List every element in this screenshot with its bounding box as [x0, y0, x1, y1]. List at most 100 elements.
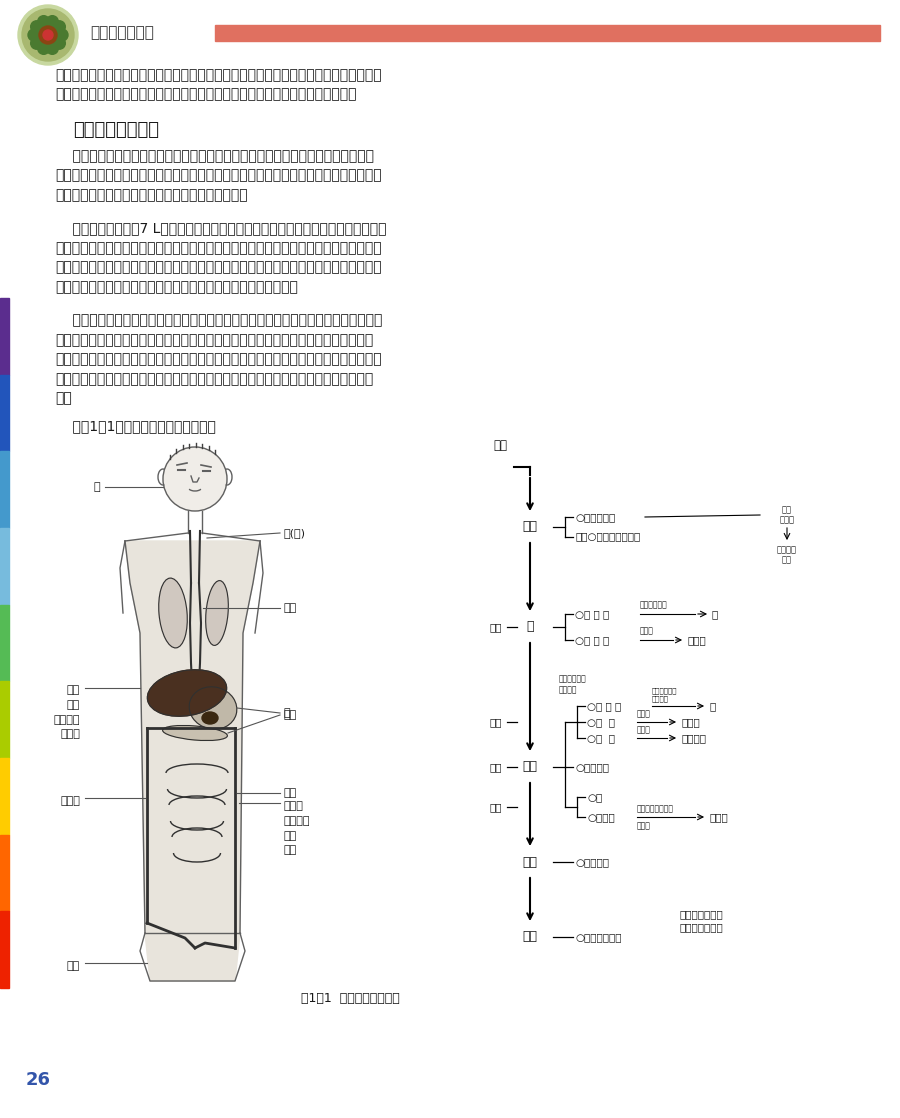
Text: 唾液
淀粉酶: 唾液 淀粉酶 — [779, 505, 795, 524]
Text: 麦芽糖酶、乳糖酶: 麦芽糖酶、乳糖酶 — [637, 804, 674, 813]
Text: 咽(喉): 咽(喉) — [283, 528, 305, 538]
Bar — [507, 614, 553, 639]
Text: 食物中的营养物质被消化吸收进入血液后，随血液首先到达肝脏，这些营养物质一部: 食物中的营养物质被消化吸收进入血液后，随血液首先到达肝脏，这些营养物质一部 — [55, 313, 382, 328]
Bar — [0, 528, 9, 605]
Text: 脂肪酶: 脂肪酶 — [637, 724, 651, 735]
Ellipse shape — [202, 712, 218, 724]
Text: 阑尾: 阑尾 — [67, 961, 80, 972]
Text: 胨: 胨 — [712, 609, 718, 619]
Circle shape — [163, 447, 227, 511]
Text: 外。: 外。 — [55, 391, 72, 406]
Text: 成年人每天可分泌7 L的消化液（如唾液、胃液、胆汁、胰液和肠液），这些消化液: 成年人每天可分泌7 L的消化液（如唾液、胃液、胆汁、胰液和肠液），这些消化液 — [55, 221, 386, 236]
Text: 胃: 胃 — [526, 620, 534, 634]
Circle shape — [56, 29, 68, 41]
Text: ○脂  肪: ○脂 肪 — [587, 733, 615, 743]
Text: 胰腺: 胰腺 — [283, 710, 296, 720]
Bar — [507, 923, 553, 950]
Bar — [0, 911, 9, 988]
Circle shape — [38, 16, 50, 28]
Text: ○未消化的食物: ○未消化的食物 — [575, 932, 622, 942]
Text: 收。因此，有些人对食物有过敏反应，可能是由于某些蛋白质被直接吸收引起的。: 收。因此，有些人对食物有过敏反应，可能是由于某些蛋白质被直接吸收引起的。 — [55, 87, 356, 102]
Bar — [0, 375, 9, 452]
Text: ○脂肪乳化: ○脂肪乳化 — [575, 762, 609, 773]
Text: 酸和胃蛋白酶: 酸和胃蛋白酶 — [640, 600, 668, 609]
Text: 乳凝块: 乳凝块 — [687, 635, 706, 645]
Text: 肝脏
胆囊
十二指肠
横结肠: 肝脏 胆囊 十二指肠 横结肠 — [53, 685, 80, 739]
Text: 升结肠: 升结肠 — [60, 796, 80, 806]
Text: 谢和酸碱平衡的严重紊乱。这样有时会出现危及生命的严重后果。: 谢和酸碱平衡的严重紊乱。这样有时会出现危及生命的严重后果。 — [55, 280, 298, 294]
Circle shape — [53, 21, 66, 32]
Bar — [486, 459, 514, 475]
Bar — [507, 849, 553, 875]
Text: 食物: 食物 — [493, 439, 507, 452]
Text: 胨: 胨 — [709, 701, 716, 711]
Text: 单糖类: 单糖类 — [709, 812, 728, 822]
Text: 分暂时贮存于肝脏内，有的转变成其他物质，还有一部分营养物质由肝脏随血液流进心: 分暂时贮存于肝脏内，有的转变成其他物质，还有一部分营养物质由肝脏随血液流进心 — [55, 333, 373, 347]
Text: 脏，再经血液循环运送到身体各组织器官。在吸收过程中，有时会从消化道中吸收进来一: 脏，再经血液循环运送到身体各组织器官。在吸收过程中，有时会从消化道中吸收进来一 — [55, 352, 382, 367]
Text: 肠液: 肠液 — [490, 802, 502, 812]
Text: 胃液: 胃液 — [490, 622, 502, 632]
Text: 小肠: 小肠 — [523, 760, 537, 774]
Text: 胰蛋乳蛋白酶
胰蛋白酶: 胰蛋乳蛋白酶 胰蛋白酶 — [652, 688, 678, 702]
Bar — [0, 758, 9, 835]
Ellipse shape — [148, 670, 227, 717]
Bar — [0, 681, 9, 758]
Circle shape — [43, 30, 53, 40]
Text: ○二糖类: ○二糖类 — [587, 812, 615, 822]
Circle shape — [31, 21, 42, 32]
Polygon shape — [125, 541, 260, 980]
Text: 些未经消化的蛋白质或蛋白质的不完全分解产物（如胨、肽），也可能有极少量被小肠吸: 些未经消化的蛋白质或蛋白质的不完全分解产物（如胨、肽），也可能有极少量被小肠吸 — [55, 68, 382, 82]
Text: 胰液: 胰液 — [490, 717, 502, 727]
Text: 26: 26 — [25, 1071, 50, 1089]
Text: 管，由静脉进入肝脏，大部分则进入毛细淋巴管，再由淋巴管运送而进入血液循环，分布: 管，由静脉进入肝脏，大部分则进入毛细淋巴管，再由淋巴管运送而进入血液循环，分布 — [55, 169, 382, 182]
Text: 胃: 胃 — [283, 708, 290, 718]
Text: 腹泻时，除影响对物质的正常消化和吸收外，也由于消化液的大量丢失，引起体内水盐代: 腹泻时，除影响对物质的正常消化和吸收外，也由于消化液的大量丢失，引起体内水盐代 — [55, 260, 382, 275]
Text: ○食物被嚼碎: ○食物被嚼碎 — [575, 512, 616, 522]
Text: 大肠: 大肠 — [523, 855, 537, 869]
Bar — [0, 605, 9, 681]
Bar — [507, 514, 553, 540]
Text: 如图1－1是食物消化过程概要图示。: 如图1－1是食物消化过程概要图示。 — [55, 419, 216, 433]
Bar — [0, 835, 9, 911]
Bar — [215, 25, 880, 41]
Text: ○胨: ○胨 — [587, 792, 602, 802]
Text: 淀粉酶: 淀粉酶 — [637, 709, 651, 718]
Text: 脂肪微粒以及脂肪分解的产物（甘油和脂肪酸）被小肠吸收后，一部分进入毛细血: 脂肪微粒以及脂肪分解的产物（甘油和脂肪酸）被小肠吸收后，一部分进入毛细血 — [55, 149, 374, 163]
Text: 图1－1  食物消费过程概要: 图1－1 食物消费过程概要 — [301, 992, 400, 1004]
Text: 主要是纤维素、
细菌和水被排出: 主要是纤维素、 细菌和水被排出 — [680, 909, 724, 932]
Text: 些对身体有害的物质，通过肝脏的生物转化作用最终变为无害物质随尿液、粪便排出体: 些对身体有害的物质，通过肝脏的生物转化作用最终变为无害物质随尿液、粪便排出体 — [55, 372, 373, 386]
Text: 麦芽糖: 麦芽糖 — [681, 717, 700, 727]
Text: ○乳 状 物: ○乳 状 物 — [575, 635, 609, 645]
Text: ○吸收水分: ○吸收水分 — [575, 858, 609, 866]
Bar — [507, 754, 553, 780]
Ellipse shape — [158, 578, 187, 648]
Circle shape — [31, 37, 42, 49]
Text: 唾液○熟的含淀粉食物: 唾液○熟的含淀粉食物 — [575, 531, 640, 541]
Text: 肛门: 肛门 — [523, 930, 537, 944]
Circle shape — [28, 29, 40, 41]
Circle shape — [46, 16, 58, 28]
Ellipse shape — [189, 686, 237, 729]
Text: 胆汁: 胆汁 — [490, 762, 502, 773]
Bar — [0, 299, 9, 375]
Text: 部分分解: 部分分解 — [681, 733, 706, 743]
Text: 中的水分、无机盐和某些有机成分，也可由小肠重新吸收入血液。当人体发生急性呕吐和: 中的水分、无机盐和某些有机成分，也可由小肠重新吸收入血液。当人体发生急性呕吐和 — [55, 241, 382, 255]
Circle shape — [38, 42, 50, 55]
Text: ○蛋 白 质: ○蛋 白 质 — [587, 701, 621, 711]
Text: ○蛋 白 质: ○蛋 白 质 — [575, 609, 609, 619]
Circle shape — [16, 1058, 60, 1102]
Bar — [0, 452, 9, 528]
Circle shape — [18, 4, 78, 65]
Text: 口腔: 口腔 — [523, 521, 537, 533]
Text: 胰蛋乳蛋白酶
胰蛋白酶: 胰蛋乳蛋白酶 胰蛋白酶 — [559, 674, 587, 694]
Text: 小肠: 小肠 — [283, 788, 296, 798]
Circle shape — [53, 37, 66, 49]
Circle shape — [14, 1057, 62, 1103]
Circle shape — [22, 9, 74, 61]
Text: 凝乳酶: 凝乳酶 — [640, 626, 654, 635]
Text: 于脂肪组织中，脂溶性维生素也随脂肪一起被吸收。: 于脂肪组织中，脂溶性维生素也随脂肪一起被吸收。 — [55, 188, 248, 202]
Ellipse shape — [206, 580, 229, 645]
Text: 降结肠
乙状结肠
直肠
肛门: 降结肠 乙状结肠 直肠 肛门 — [283, 800, 310, 855]
Text: （三）脂肪的吸收: （三）脂肪的吸收 — [73, 121, 159, 139]
Text: 烹饪营养与卫生: 烹饪营养与卫生 — [90, 26, 154, 40]
